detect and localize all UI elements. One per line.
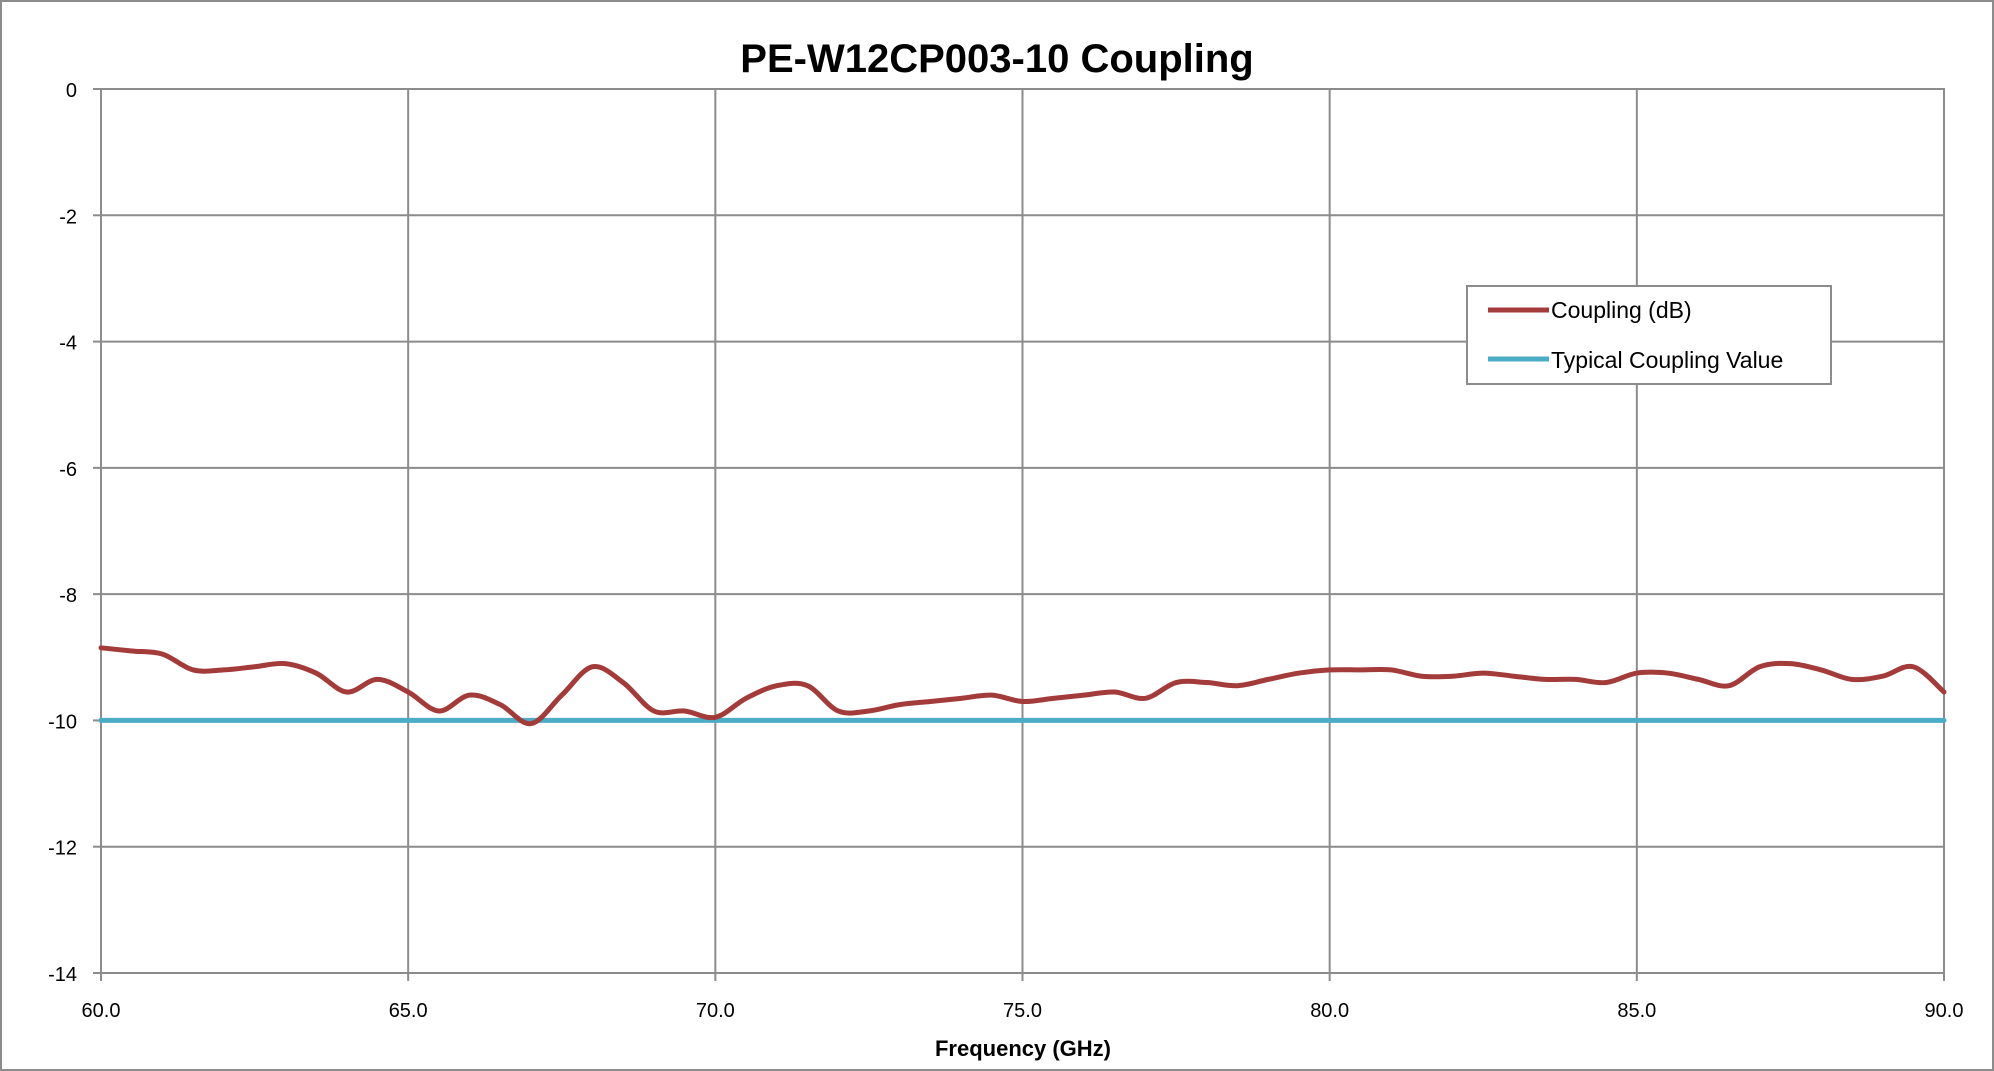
legend-label-typical: Typical Coupling Value (1551, 347, 1783, 373)
y-tick-label: -8 (59, 585, 77, 607)
legend: Coupling (dB) Typical Coupling Value (1466, 285, 1832, 385)
y-axis-ticks: 0 -2 -4 -6 -8 -10 -12 -14 (48, 80, 101, 986)
y-tick-label: -6 (59, 459, 77, 481)
y-tick-label: 0 (66, 80, 77, 102)
x-tick-label: 80.0 (1310, 1000, 1349, 1022)
y-tick-label: -4 (59, 333, 77, 355)
legend-label-coupling: Coupling (dB) (1551, 297, 1692, 323)
x-tick-label: 75.0 (1003, 1000, 1042, 1022)
y-tick-label: -10 (48, 711, 77, 733)
x-tick-label: 85.0 (1617, 1000, 1656, 1022)
y-tick-label: -2 (59, 206, 77, 228)
grid-layer (100, 88, 1945, 974)
series-line-coupling (98, 645, 1947, 727)
x-axis-ticks: 60.0 65.0 70.0 75.0 80.0 85.0 90.0 (82, 973, 1964, 1022)
x-axis-title: Frequency (GHz) (935, 1036, 1111, 1061)
chart-title: PE-W12CP003-10 Coupling (740, 37, 1253, 81)
y-tick-label: -14 (48, 964, 77, 986)
y-tick-label: -12 (48, 838, 77, 860)
legend-box (1466, 285, 1832, 385)
x-tick-label: 70.0 (696, 1000, 735, 1022)
x-tick-label: 60.0 (82, 1000, 121, 1022)
series-layer (98, 645, 1947, 727)
x-tick-label: 90.0 (1925, 1000, 1964, 1022)
x-tick-label: 65.0 (389, 1000, 428, 1022)
